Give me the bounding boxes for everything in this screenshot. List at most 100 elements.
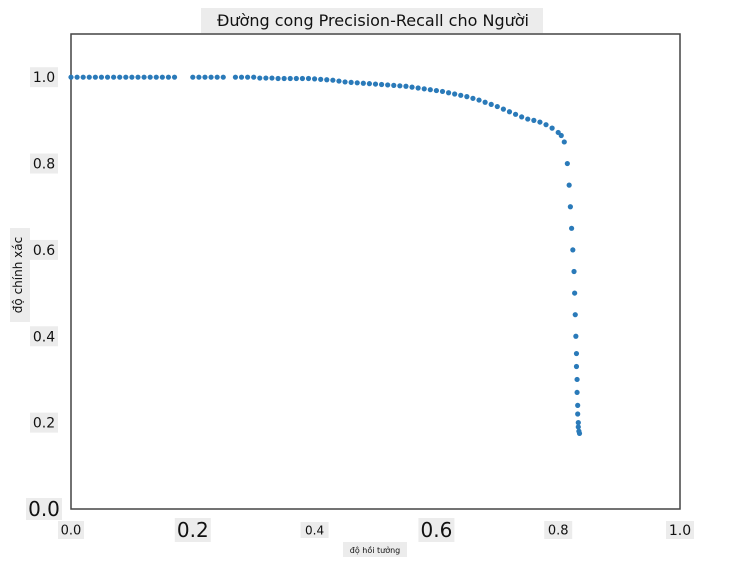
- data-point: [117, 74, 123, 80]
- y-tick-label-background: [30, 239, 58, 260]
- data-point: [561, 139, 567, 145]
- data-point: [573, 363, 580, 370]
- data-point: [165, 74, 172, 80]
- data-point: [80, 74, 86, 80]
- y-axis-ticks: 0.0 0.2 0.4 0.6 0.8 1.0: [26, 67, 62, 521]
- x-tick-label-background: [300, 522, 329, 538]
- x-tick-label-background: [58, 521, 84, 539]
- y-tick-label-background: [26, 498, 62, 520]
- data-point: [512, 111, 519, 117]
- data-point: [104, 74, 111, 80]
- data-point: [251, 74, 257, 80]
- x-tick-label-background: [174, 518, 211, 542]
- x-axis-title: độ hồi tưởng: [350, 545, 401, 555]
- data-point: [220, 74, 226, 80]
- data-point: [111, 74, 117, 80]
- data-point: [68, 74, 74, 80]
- x-tick-label-background: [418, 518, 455, 542]
- data-point: [232, 74, 239, 80]
- data-point: [147, 74, 153, 80]
- x-tick-label: 0.2: [177, 518, 209, 542]
- data-point: [488, 101, 494, 107]
- data-point: [129, 74, 135, 80]
- data-point: [141, 74, 147, 80]
- data-point: [360, 80, 366, 86]
- data-point: [452, 91, 458, 97]
- data-point: [397, 83, 403, 89]
- data-point: [445, 90, 452, 96]
- x-tick-label-background: [666, 521, 694, 539]
- data-point: [202, 74, 208, 80]
- data-point: [348, 79, 354, 85]
- data-point: [566, 182, 572, 188]
- x-tick-label: 0.8: [548, 524, 569, 539]
- data-point: [281, 75, 287, 82]
- data-point: [299, 75, 306, 82]
- data-point: [470, 95, 476, 101]
- y-tick-label: 0.8: [33, 157, 55, 173]
- data-points: [68, 74, 583, 437]
- y-tick-label: 0.0: [28, 497, 60, 521]
- y-axis-title: độ chính xác: [11, 237, 25, 313]
- data-point: [506, 109, 513, 115]
- data-point: [439, 88, 446, 95]
- data-point: [269, 75, 275, 81]
- data-point: [570, 247, 576, 253]
- data-point: [245, 74, 251, 80]
- data-point: [366, 81, 373, 87]
- data-point: [342, 79, 348, 85]
- data-point: [549, 125, 555, 131]
- chart-title: Đường cong Precision-Recall cho Người: [217, 11, 529, 30]
- data-point: [409, 84, 415, 90]
- data-point: [372, 81, 379, 87]
- data-point: [574, 389, 580, 396]
- y-tick-label: 0.4: [33, 329, 55, 345]
- data-point: [573, 333, 579, 339]
- data-point: [354, 80, 360, 86]
- data-point: [330, 77, 336, 83]
- data-point: [525, 116, 531, 122]
- data-point: [427, 87, 433, 93]
- x-axis-ticks: 0.0 0.2 0.4 0.6 0.8 1.0: [58, 518, 694, 542]
- data-point: [572, 312, 578, 318]
- y-axis-title-group: độ chính xác: [10, 228, 30, 322]
- data-point: [305, 75, 312, 82]
- data-point: [324, 77, 330, 83]
- data-point: [558, 132, 564, 139]
- data-point: [567, 204, 573, 210]
- data-point: [171, 74, 178, 80]
- data-point: [74, 74, 80, 80]
- data-point: [569, 225, 575, 231]
- data-point: [464, 94, 470, 100]
- y-tick-label-background: [30, 67, 58, 88]
- data-point: [257, 75, 263, 81]
- data-point: [214, 74, 220, 80]
- x-tick-label: 1.0: [669, 523, 691, 539]
- data-point: [564, 160, 570, 167]
- data-point: [312, 76, 318, 82]
- data-point: [574, 376, 580, 383]
- y-tick-label: 0.2: [33, 416, 55, 432]
- y-tick-label: 0.6: [33, 243, 55, 259]
- data-point: [573, 350, 580, 357]
- data-point: [318, 76, 324, 82]
- data-point: [433, 87, 439, 94]
- data-point: [336, 78, 342, 84]
- x-tick-label-background: [544, 521, 573, 539]
- chart-title-group: Đường cong Precision-Recall cho Người: [201, 8, 543, 33]
- data-point: [293, 75, 299, 82]
- x-tick-label: 0.6: [420, 518, 452, 542]
- data-point: [494, 103, 500, 110]
- data-point: [403, 83, 409, 89]
- plot-area-frame: [70, 33, 681, 510]
- data-point: [537, 119, 543, 125]
- y-tick-label-background: [30, 326, 58, 347]
- data-point: [572, 290, 578, 296]
- data-point: [391, 82, 397, 88]
- data-point: [378, 81, 385, 88]
- data-point: [98, 74, 105, 80]
- x-tick-label: 0.0: [61, 524, 82, 539]
- data-point: [458, 92, 464, 98]
- data-point: [159, 74, 165, 80]
